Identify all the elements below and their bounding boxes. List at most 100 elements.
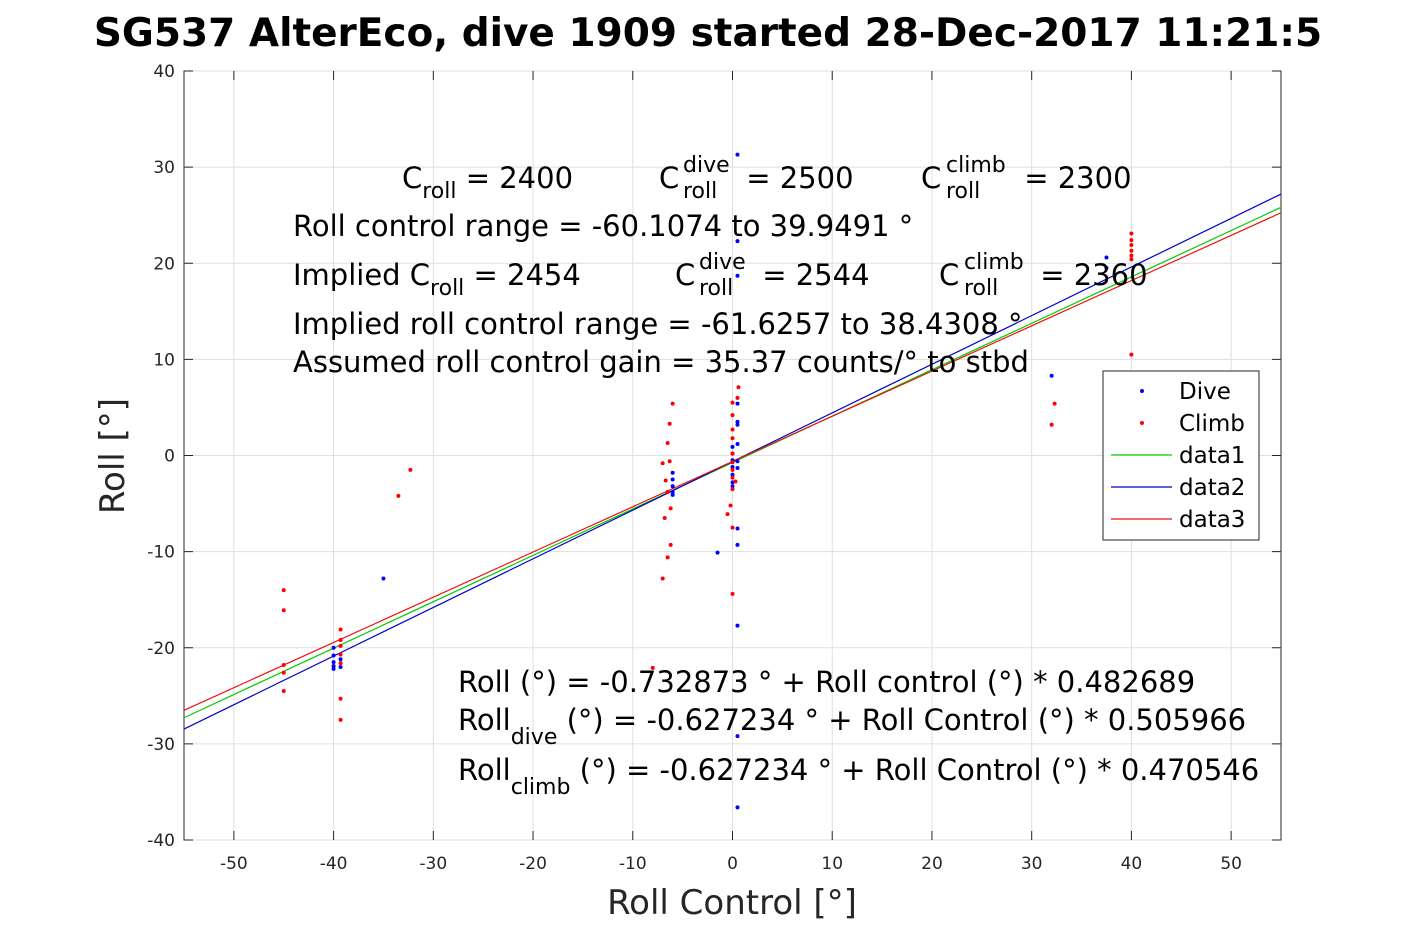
climb-point [662, 515, 667, 520]
annotation-bottom: Roll (°) = -0.732873 ° + Roll control (°… [458, 665, 1259, 800]
climb-point [730, 487, 735, 492]
legend-label-data1: data1 [1179, 443, 1245, 469]
climb-point [660, 461, 665, 466]
climb-point [338, 661, 343, 666]
climb-point [725, 512, 730, 517]
x-tick-label: -50 [220, 854, 248, 874]
dive-point [730, 472, 735, 477]
x-tick-label: 30 [1021, 854, 1043, 874]
climb-point [667, 421, 672, 426]
legend-marker-dive [1140, 389, 1144, 393]
chart-title: SG537 AlterEco, dive 1909 started 28-Dec… [94, 11, 1322, 56]
climb-point [281, 608, 286, 613]
climb-point [281, 663, 286, 668]
y-tick-label: 20 [153, 254, 175, 274]
climb-point [338, 652, 343, 657]
climb-point [665, 555, 670, 560]
dive-point [735, 734, 740, 739]
dive-point [730, 444, 735, 449]
climb-point [281, 689, 286, 694]
dive-point [735, 526, 740, 531]
dive-point [1104, 255, 1109, 260]
climb-point [730, 451, 735, 456]
legend: Dive Climb data1 data2 data3 [1102, 370, 1260, 541]
legend-label-data2: data2 [1179, 475, 1245, 501]
dive-point [735, 459, 740, 464]
climb-point [338, 627, 343, 632]
climb-point [1129, 238, 1134, 243]
climb-point [730, 591, 735, 596]
climb-point [408, 467, 413, 472]
dive-point [735, 401, 740, 406]
dive-point [338, 657, 343, 662]
dive-point [730, 484, 735, 489]
dive-point [331, 664, 336, 669]
dive-point [381, 576, 386, 581]
dive-point [331, 653, 336, 658]
y-axis-label: Roll [°] [93, 398, 133, 514]
x-tick-label: 20 [921, 854, 943, 874]
dive-point [670, 492, 675, 497]
climb-point [1052, 401, 1057, 406]
implied-c-roll-annotation: Implied Croll = 2454 [293, 258, 581, 301]
climb-point [338, 643, 343, 648]
climb-point [338, 696, 343, 701]
climb-point [1129, 231, 1134, 236]
climb-point [281, 588, 286, 593]
x-tick-label: -20 [519, 854, 547, 874]
legend-label-climb: Climb [1179, 411, 1245, 437]
climb-point [668, 542, 673, 547]
y-tick-label: 40 [153, 62, 175, 82]
legend-label-data3: data3 [1179, 507, 1245, 533]
dive-point [331, 666, 336, 671]
y-tick-label: 10 [153, 350, 175, 370]
climb-point [660, 576, 665, 581]
dive-point [1049, 373, 1054, 378]
dive-point [670, 470, 675, 475]
climb-point [730, 467, 735, 472]
x-tick-label: -40 [320, 854, 348, 874]
climb-point [728, 503, 733, 508]
fit-equation-dive: Rolldive (°) = -0.627234 ° + Roll Contro… [458, 703, 1246, 750]
y-tick-label: -10 [147, 543, 175, 563]
data-points [281, 152, 1134, 810]
legend-label-dive: Dive [1179, 379, 1231, 405]
dive-point [670, 484, 675, 489]
dive-point [331, 645, 336, 650]
x-tick-label: -10 [619, 854, 647, 874]
climb-point [730, 427, 735, 432]
dive-point [730, 465, 735, 470]
dive-point [735, 441, 740, 446]
implied-range-text: Implied roll control range = -61.6257 to… [293, 307, 1023, 341]
fit-equation-all: Roll (°) = -0.732873 ° + Roll control (°… [458, 665, 1195, 699]
climb-point [670, 401, 675, 406]
climb-point [667, 459, 672, 464]
dive-point [735, 239, 740, 244]
climb-point [730, 400, 735, 405]
climb-point [733, 479, 738, 484]
x-tick-label: 0 [727, 854, 738, 874]
y-tick-label: -30 [147, 735, 175, 755]
climb-point [281, 670, 286, 675]
dive-point [735, 805, 740, 810]
axis-ticks: -50 -40 -30 -20 -10 0 10 20 30 40 50 -40 -30 -20 -10 0 1… [147, 62, 1281, 874]
climb-point [730, 475, 735, 480]
climb-point [1129, 257, 1134, 262]
dive-point [735, 542, 740, 547]
climb-point [1049, 422, 1054, 427]
climb-point [663, 478, 668, 483]
y-tick-label: 30 [153, 158, 175, 178]
climb-point [735, 395, 740, 400]
dive-point [715, 550, 720, 555]
dive-point [735, 623, 740, 628]
climb-point [730, 413, 735, 418]
climb-point [665, 490, 670, 495]
climb-point [730, 460, 735, 465]
climb-point [650, 665, 655, 670]
legend-marker-climb [1140, 421, 1144, 425]
